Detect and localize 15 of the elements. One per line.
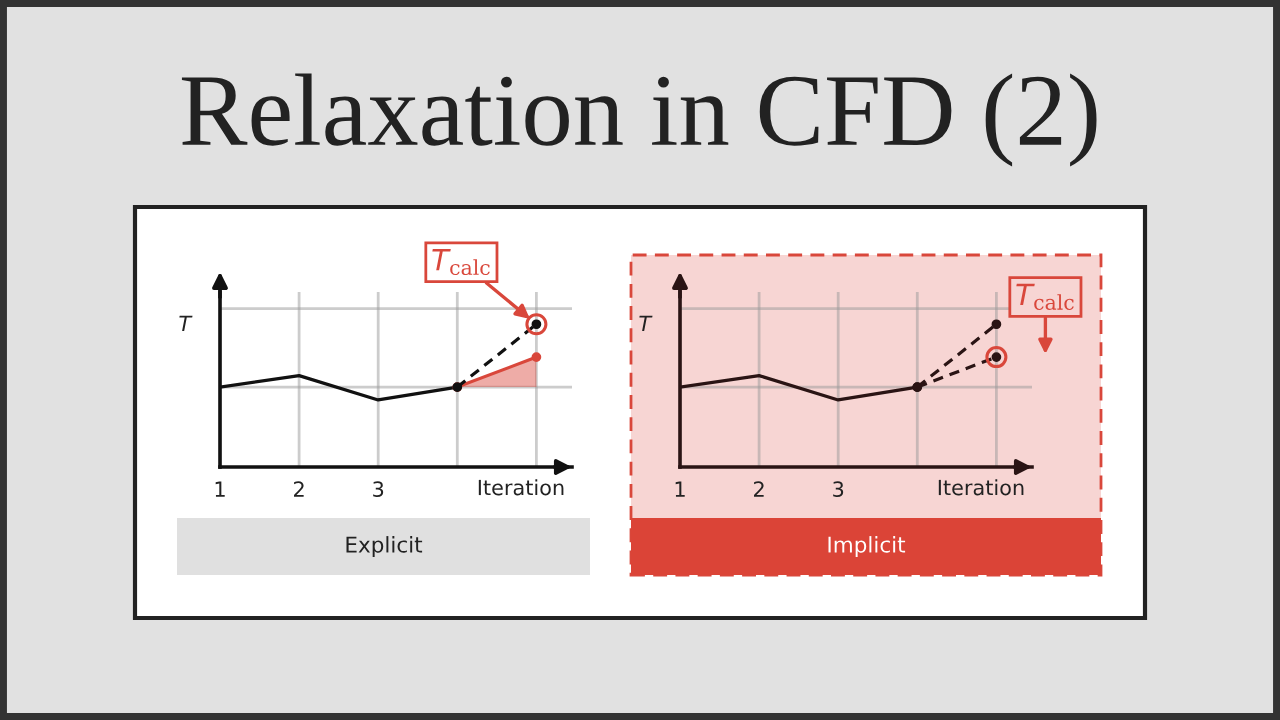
x-tick-label: 2 [294,481,304,497]
x-tick-label: 1 [675,481,685,497]
x-axis-title: Iteration [938,479,1024,496]
text: Implicit [828,536,906,557]
annotation: T$_{calc}$ [432,249,490,276]
x-tick-label: 3 [373,481,384,498]
y-axis-title: T [639,315,653,331]
text: Explicit [346,536,423,557]
x-tick-label: 3 [833,481,844,498]
y-axis-title: T [179,315,193,331]
text: Relaxation in CFD (2) [181,73,1097,167]
x-axis-title: Iteration [478,479,564,496]
annotation: T$_{calc}$ [1016,283,1074,310]
x-tick-label: 2 [754,481,764,497]
x-tick-label: 1 [215,481,225,497]
